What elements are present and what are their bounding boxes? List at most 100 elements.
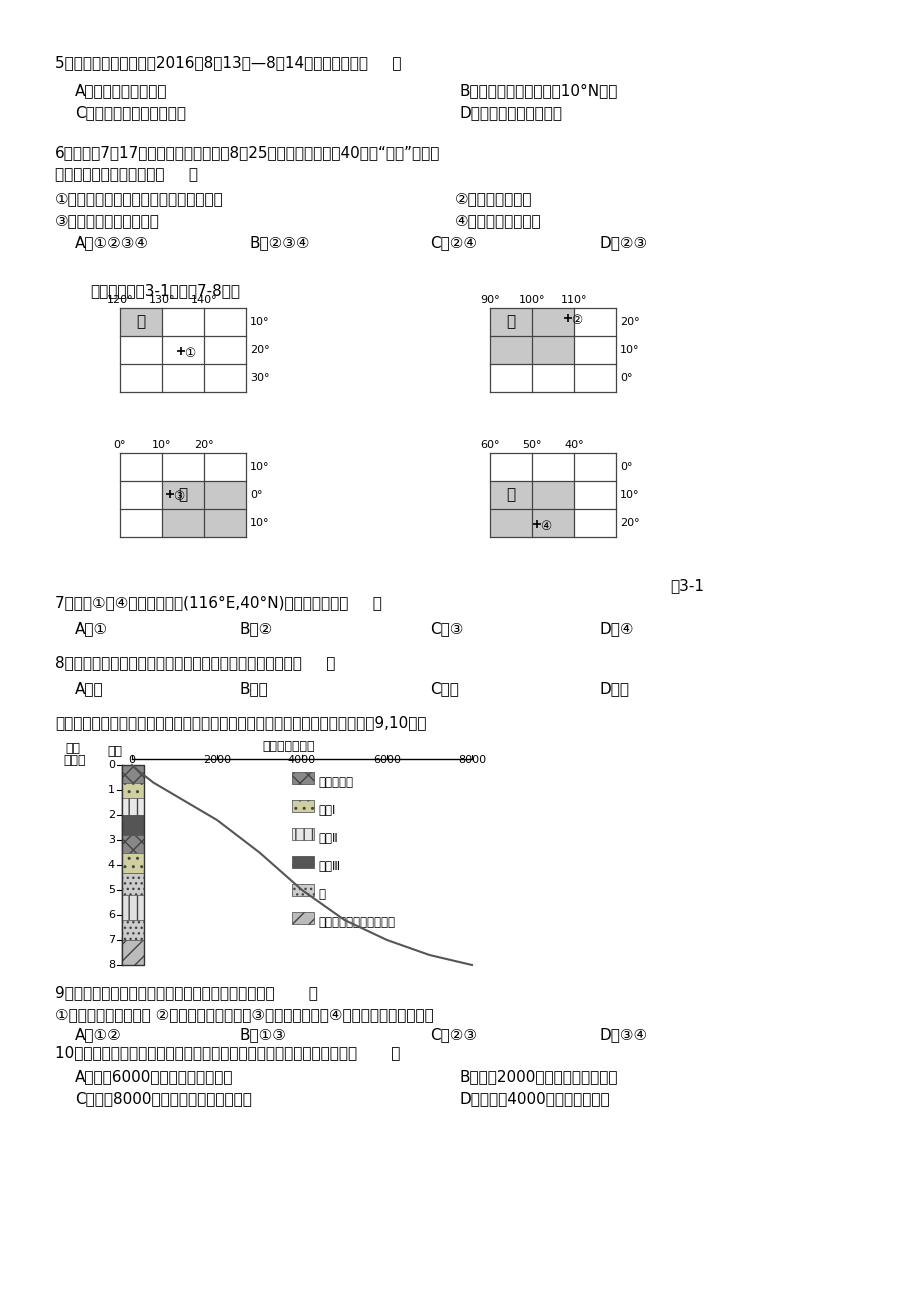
Text: ③: ③ xyxy=(173,490,185,503)
Text: 剖面: 剖面 xyxy=(107,745,122,758)
Bar xyxy=(162,509,204,536)
Text: 粘土Ⅲ: 粘土Ⅲ xyxy=(318,861,340,874)
Text: 8000: 8000 xyxy=(458,755,485,766)
Text: 10°: 10° xyxy=(619,490,639,500)
Text: 100°: 100° xyxy=(518,296,545,305)
Bar xyxy=(490,336,531,365)
Text: 10°: 10° xyxy=(250,462,269,473)
Text: 距今年份（年）: 距今年份（年） xyxy=(262,740,314,753)
Text: 完，未来三天后可能出现（     ）: 完，未来三天后可能出现（ ） xyxy=(55,167,198,182)
Bar xyxy=(204,509,245,536)
Bar xyxy=(122,940,144,965)
Text: 7．图中①～④四地位于北京(116°E,40°N)东南方向的是（     ）: 7．图中①～④四地位于北京(116°E,40°N)东南方向的是（ ） xyxy=(55,595,381,611)
Text: 20°: 20° xyxy=(194,440,213,450)
Text: C．②④: C．②④ xyxy=(429,234,476,250)
Text: 10°: 10° xyxy=(250,316,269,327)
Bar xyxy=(291,772,313,784)
Text: 图3-1: 图3-1 xyxy=(669,578,703,592)
Text: 下图是塔里木盆地南缘绳洲附近的约特干古城遗址某处地层剖面图。读图，完戁9,10题。: 下图是塔里木盆地南缘绳洲附近的约特干古城遗址某处地层剖面图。读图，完戁9,10题… xyxy=(55,715,426,730)
Bar xyxy=(162,480,204,509)
Text: ②南方高温被终结: ②南方高温被终结 xyxy=(455,191,532,206)
Text: 10°: 10° xyxy=(250,518,269,529)
Text: 丁: 丁 xyxy=(505,487,515,503)
Bar xyxy=(204,480,245,509)
Text: 0°: 0° xyxy=(114,440,126,450)
Text: 7: 7 xyxy=(108,935,115,945)
Text: 深度: 深度 xyxy=(65,742,80,755)
Bar xyxy=(122,894,144,921)
Text: B．②: B．② xyxy=(240,621,273,635)
Text: 6: 6 xyxy=(108,910,115,921)
Text: 丙: 丙 xyxy=(178,487,187,503)
Text: 4: 4 xyxy=(108,861,115,870)
Text: ①海浪带来的泥沙沉积 ②河流带来的泥沙沉积③周围风沙的沉积④冰川带来的冰礦物堆积: ①海浪带来的泥沙沉积 ②河流带来的泥沙沉积③周围风沙的沉积④冰川带来的冰礦物堆积 xyxy=(55,1006,433,1022)
Text: A．距今6000年以前气候稳定不变: A．距今6000年以前气候稳定不变 xyxy=(75,1069,233,1085)
Text: C．丙: C．丙 xyxy=(429,681,459,697)
Text: 甲: 甲 xyxy=(136,315,145,329)
Text: 20°: 20° xyxy=(250,345,269,355)
Text: D．②③: D．②③ xyxy=(599,234,647,250)
Text: ④: ④ xyxy=(539,521,550,534)
Bar xyxy=(291,855,313,868)
Text: 10°: 10° xyxy=(152,440,172,450)
Text: 4000: 4000 xyxy=(288,755,316,766)
Bar xyxy=(291,884,313,896)
Text: 人工扰动层: 人工扰动层 xyxy=(318,776,353,789)
Text: 3: 3 xyxy=(108,835,115,845)
Text: 粘土Ⅰ: 粘土Ⅰ xyxy=(318,805,335,816)
Bar xyxy=(531,509,573,536)
Text: 60°: 60° xyxy=(480,440,499,450)
Text: B．乙: B．乙 xyxy=(240,681,268,697)
Text: 0: 0 xyxy=(129,755,135,766)
Text: A．①②③④: A．①②③④ xyxy=(75,234,149,250)
Bar xyxy=(291,828,313,840)
Text: A．太阳直射南回归线: A．太阳直射南回归线 xyxy=(75,83,167,98)
Bar xyxy=(490,309,531,336)
Text: 130°: 130° xyxy=(149,296,175,305)
Text: 90°: 90° xyxy=(480,296,499,305)
Bar xyxy=(122,921,144,940)
Text: D．地球的公转速度最快: D．地球的公转速度最快 xyxy=(460,105,562,120)
Text: 9．约特干古城遗址的文化层被埋藏在地下的原因有（       ）: 9．约特干古城遗址的文化层被埋藏在地下的原因有（ ） xyxy=(55,986,318,1000)
Text: C．③: C．③ xyxy=(429,621,463,635)
Text: 1: 1 xyxy=(108,785,115,796)
Bar xyxy=(122,798,144,815)
Text: 10．根据该地层剖面图，可推知约特干古城遗址自然环境变化的特点是（       ）: 10．根据该地层剖面图，可推知约特干古城遗址自然环境变化的特点是（ ） xyxy=(55,1046,400,1060)
Bar xyxy=(122,853,144,872)
Text: 5．这次比赛赛事时间为2016年8月13日—8月14日，在此阶段（     ）: 5．这次比赛赛事时间为2016年8月13日—8月14日，在此阶段（ ） xyxy=(55,55,401,70)
Text: B．②③④: B．②③④ xyxy=(250,234,311,250)
Text: A．①: A．① xyxy=(75,621,108,635)
Text: D．③④: D．③④ xyxy=(599,1027,647,1042)
Text: 0°: 0° xyxy=(619,372,632,383)
Text: D．丁: D．丁 xyxy=(599,681,630,697)
Text: ②: ② xyxy=(570,314,582,327)
Bar xyxy=(531,309,573,336)
Text: 0°: 0° xyxy=(619,462,632,473)
Text: 8: 8 xyxy=(108,960,115,970)
Text: （米）: （米） xyxy=(62,754,85,767)
Text: 20°: 20° xyxy=(619,518,639,529)
Text: 文化层（含石器，兽骨）: 文化层（含石器，兽骨） xyxy=(318,917,394,930)
Text: 110°: 110° xyxy=(561,296,586,305)
Text: 粘土Ⅱ: 粘土Ⅱ xyxy=(318,832,337,845)
Bar xyxy=(119,309,162,336)
Bar xyxy=(122,766,144,965)
Text: 6000: 6000 xyxy=(372,755,401,766)
Text: 8．四幅图中阴影部分所表示的经纬网方格，面积最大的是（     ）: 8．四幅图中阴影部分所表示的经纬网方格，面积最大的是（ ） xyxy=(55,655,335,671)
Bar xyxy=(531,480,573,509)
Text: 20°: 20° xyxy=(619,316,639,327)
Text: ①: ① xyxy=(184,348,195,361)
Text: A．甲: A．甲 xyxy=(75,681,104,697)
Bar xyxy=(291,911,313,924)
Bar xyxy=(291,799,313,812)
Text: 10°: 10° xyxy=(619,345,639,355)
Text: 6．今年，7月17日开启三伏第一天，到8月25日三伏结束，历时40天。“三伏”终于熏: 6．今年，7月17日开启三伏第一天，到8月25日三伏结束，历时40天。“三伏”终… xyxy=(55,145,440,160)
Bar xyxy=(490,480,531,509)
Bar xyxy=(122,872,144,894)
Text: C．②③: C．②③ xyxy=(429,1027,476,1042)
Text: ③北方多地开启入秋进程: ③北方多地开启入秋进程 xyxy=(55,214,160,228)
Bar xyxy=(122,815,144,835)
Text: ④昼夜温差逐渐加大: ④昼夜温差逐渐加大 xyxy=(455,214,541,228)
Text: 0°: 0° xyxy=(250,490,262,500)
Text: 读下列四幅图3-1，回筗7-8题。: 读下列四幅图3-1，回筗7-8题。 xyxy=(90,283,240,298)
